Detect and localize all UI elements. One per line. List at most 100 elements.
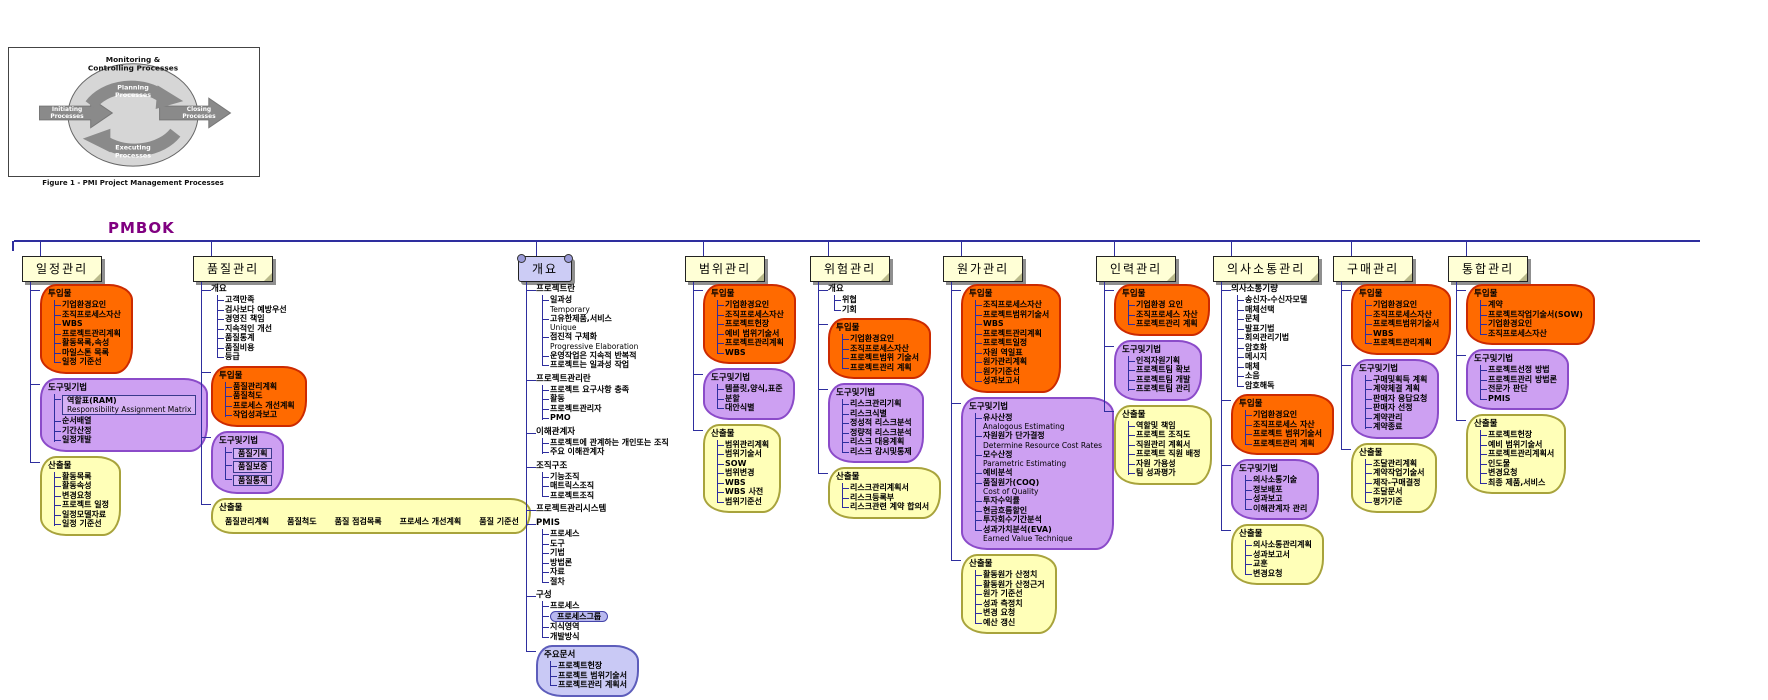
node-item[interactable]: 조달관리계획 <box>1365 459 1425 469</box>
node-item[interactable]: 프로세스 <box>542 529 713 539</box>
node-item[interactable]: 작업성과보고 <box>225 410 295 420</box>
node-item[interactable]: 품질관리계획 <box>225 517 269 527</box>
node-item[interactable]: 마일스톤 목록 <box>54 348 121 358</box>
node-item[interactable]: 정성적 리스크분석 <box>842 418 912 428</box>
node-item[interactable]: 프로젝트조직 <box>542 491 713 501</box>
node-item[interactable]: 프로젝트관리계획 <box>1364 338 1439 348</box>
node-item[interactable]: 원가관리계획 <box>974 357 1049 367</box>
node-item[interactable]: 예비 범위기술서 <box>717 329 784 339</box>
node-item[interactable]: 소음 <box>1237 371 1338 381</box>
node-item[interactable]: 계약작업기술서 <box>1365 468 1425 478</box>
group-label[interactable]: 산출물 <box>711 428 735 439</box>
node-item[interactable]: 분할 <box>717 394 783 404</box>
group-label[interactable]: 투입물 <box>1474 289 1498 299</box>
node-item[interactable]: 예산 갱신 <box>975 618 1045 628</box>
node-item[interactable]: 프로젝트 일정 <box>54 500 109 510</box>
branch-header-procurement[interactable]: 구매관리 <box>1333 256 1414 282</box>
node-item[interactable]: 주요 이해관계자 <box>542 447 713 457</box>
node-item[interactable]: 최종 제품,서비스 <box>1479 478 1554 488</box>
node-item[interactable]: 방법론 <box>542 558 713 568</box>
group-label[interactable]: 산출물 <box>48 460 72 471</box>
node-item[interactable]: 템플릿,양식,표준 <box>717 384 783 394</box>
node-item[interactable]: 품질관리계획 <box>225 382 295 392</box>
node-item[interactable]: 프로세스 개선계획 <box>400 517 462 527</box>
node-item[interactable]: 기업환경요인 <box>1244 410 1322 420</box>
node-item[interactable]: 프로젝트관리계획 <box>974 329 1049 339</box>
node-item[interactable]: 전문가 판단 <box>1479 384 1557 394</box>
node-item[interactable]: 프로젝트 조직도 <box>1127 430 1200 440</box>
group-label[interactable]: 도구및기법 <box>219 435 259 446</box>
group-label[interactable]: 조직구조 <box>536 460 568 471</box>
node-item[interactable]: 예비분석 <box>975 468 1102 478</box>
node-item[interactable]: 의사소통관리계획 <box>1245 540 1312 550</box>
branch-header-scope[interactable]: 범위관리 <box>685 256 766 282</box>
node-item[interactable]: WBS <box>54 319 121 329</box>
branch-header-risk[interactable]: 위험관리 <box>810 256 891 282</box>
node-item[interactable]: WBS <box>716 478 769 488</box>
node-item[interactable]: 팀 성과평가 <box>1127 468 1200 478</box>
group-label[interactable]: 구성 <box>536 590 552 600</box>
node-item[interactable]: 리스크 감시및통제 <box>842 447 912 457</box>
group-label[interactable]: 도구및기법 <box>48 382 88 393</box>
node-item[interactable]: 고유한제품,서비스 Unique <box>542 314 713 332</box>
group-label[interactable]: 투입물 <box>48 289 72 299</box>
node-item[interactable]: 리스크관리기획 <box>842 399 912 409</box>
node-item[interactable]: 인도물 <box>1479 459 1554 469</box>
node-item[interactable]: 범위기준선 <box>716 497 769 507</box>
node-item[interactable]: 품질통제 <box>224 474 273 488</box>
group-label[interactable]: 이해관계자 <box>536 426 576 437</box>
branch-header-communication[interactable]: 의사소통관리 <box>1213 256 1320 282</box>
node-item[interactable]: 활동원가 산정치 <box>975 570 1045 580</box>
node-item[interactable]: 변경 요청 <box>975 608 1045 618</box>
node-item[interactable]: 점진적 구체화 Progressive Elaboration <box>542 332 713 351</box>
node-item[interactable]: 리스크 대응계획 <box>842 437 912 447</box>
node-item[interactable]: 대안식별 <box>717 403 783 413</box>
node-item[interactable]: PMIS <box>1479 394 1557 404</box>
node-item[interactable]: 판매자 응답요청 <box>1364 394 1427 404</box>
node-item[interactable]: 기능조직 <box>542 472 713 482</box>
node-item[interactable]: 도구 <box>542 539 713 549</box>
node-item[interactable]: 인적자원기획 <box>1127 356 1190 366</box>
node-item[interactable]: 프로젝트에 관계하는 개인또는 조직 <box>542 438 713 448</box>
node-item[interactable]: 범위기술서 <box>716 449 769 459</box>
group-label[interactable]: 산출물 <box>219 503 243 513</box>
node-item[interactable]: 직원관리 계획서 <box>1127 440 1200 450</box>
node-item[interactable]: 프로젝트관리 계획 <box>1244 439 1322 449</box>
node-item[interactable]: 개발방식 <box>542 632 713 642</box>
node-item[interactable]: 품질비용 <box>217 343 523 353</box>
node-item[interactable]: 자료 <box>542 567 713 577</box>
node-item[interactable]: 역할표(RAM) Responsibility Assignment Matrix <box>53 394 197 417</box>
node-item[interactable]: 프로젝트선정 방법 <box>1479 365 1557 375</box>
branch-header-hr[interactable]: 인력관리 <box>1096 256 1177 282</box>
node-item[interactable]: 변경요청 <box>1245 569 1312 579</box>
node-item[interactable]: 프로젝트관리자 <box>542 404 713 414</box>
group-label[interactable]: 도구및기법 <box>1474 354 1514 364</box>
group-label[interactable]: 프로젝트관리시스템 <box>536 504 607 514</box>
node-item[interactable]: 투자회수기간분석 <box>975 515 1102 525</box>
node-item[interactable]: 매체 <box>1237 362 1338 372</box>
node-item[interactable]: 활동속성 <box>54 481 109 491</box>
node-item[interactable]: 성과 측정치 <box>975 599 1045 609</box>
group-label[interactable]: 투입물 <box>1359 289 1383 299</box>
node-item[interactable]: 범위변경 <box>716 468 769 478</box>
node-item[interactable]: 품질기획 <box>224 447 273 461</box>
node-item[interactable]: 메시지 <box>1237 352 1338 362</box>
node-item[interactable]: 문체 <box>1237 314 1338 324</box>
node-item[interactable]: 프로젝트헌장 <box>717 319 784 329</box>
node-item[interactable]: 성과보고서 <box>974 376 1049 386</box>
node-item[interactable]: 프로젝트범위 기술서 <box>841 353 919 363</box>
node-item[interactable]: 조직프로세스 자산 <box>1244 420 1322 430</box>
node-item[interactable]: WBS 사전 <box>716 487 769 497</box>
node-item[interactable]: 프로젝트일정 <box>974 338 1049 348</box>
node-item[interactable]: 기간산정 <box>53 426 196 436</box>
node-item[interactable]: 정량적 리스크분석 <box>842 428 912 438</box>
node-item[interactable]: WBS <box>974 319 1049 329</box>
node-item[interactable]: 송신자-수신자모델 <box>1237 295 1338 305</box>
node-item[interactable]: 성과보고 <box>1244 494 1307 504</box>
group-label[interactable]: 도구및기법 <box>969 401 1009 412</box>
node-item[interactable]: 검사보다 예방우선 <box>217 305 523 315</box>
node-item[interactable]: 원가기준선 <box>974 367 1049 377</box>
node-item[interactable]: 일정 기준선 <box>54 357 121 367</box>
node-item[interactable]: 구매및획득 계획 <box>1364 375 1427 385</box>
node-item[interactable]: 품질 기준선 <box>479 517 519 527</box>
